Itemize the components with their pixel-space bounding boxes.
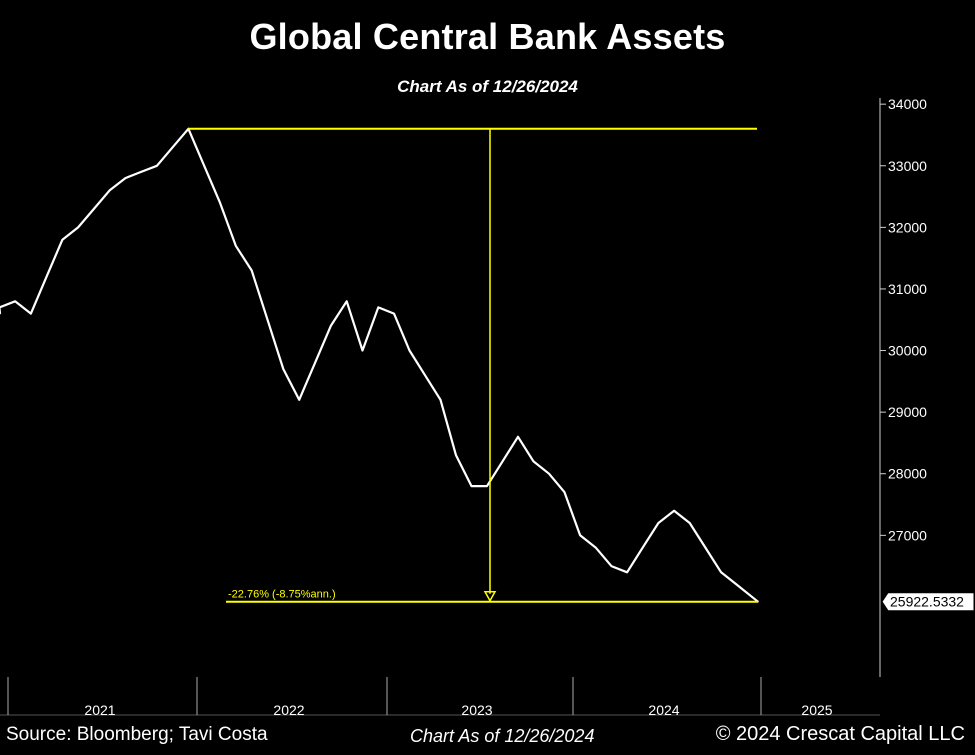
- data-point: [626, 571, 628, 574]
- data-point: [704, 546, 707, 549]
- data-point: [219, 201, 221, 204]
- data-point: [532, 460, 535, 463]
- data-point: [455, 454, 457, 457]
- data-point: [439, 399, 442, 401]
- x-tick-label: 2022: [273, 702, 304, 718]
- data-point: [517, 436, 519, 438]
- y-tick-label: 34000: [888, 96, 927, 112]
- chart-subtitle: Chart As of 12/26/2024: [397, 77, 578, 96]
- data-point: [641, 546, 644, 549]
- data-point: [330, 325, 332, 327]
- y-tick-label: 30000: [888, 343, 927, 359]
- data-point: [30, 312, 32, 315]
- y-tick-label: 32000: [888, 219, 927, 235]
- y-tick-label: 29000: [888, 404, 927, 420]
- x-tick-label: 2024: [648, 702, 679, 718]
- data-point: [657, 522, 660, 524]
- data-point: [673, 509, 675, 512]
- y-tick-label: 33000: [888, 158, 927, 174]
- x-tick-label: 2023: [461, 702, 492, 718]
- drawdown-arrow-head: [483, 590, 497, 603]
- data-point: [594, 546, 597, 549]
- copyright-note: © 2024 Crescat Capital LLC: [715, 723, 965, 745]
- data-point: [156, 165, 158, 167]
- data-point: [424, 374, 426, 377]
- data-point: [108, 189, 111, 192]
- data-point: [610, 565, 613, 567]
- data-point: [501, 460, 504, 463]
- data-point: [548, 472, 550, 475]
- data-point: [314, 362, 316, 364]
- data-point: [14, 300, 16, 303]
- x-tick-label: 2025: [801, 702, 832, 718]
- data-point: [266, 318, 269, 321]
- data-point: [470, 485, 473, 487]
- data-point: [235, 245, 237, 247]
- data-point: [345, 300, 348, 303]
- data-point: [124, 177, 127, 179]
- source-note: Source: Bloomberg; Tavi Costa: [6, 724, 268, 745]
- data-point: [486, 485, 488, 487]
- data-point: [45, 275, 48, 278]
- data-point: [361, 349, 364, 352]
- chart-title: Global Central Bank Assets: [249, 16, 726, 57]
- drawdown-label: -22.76% (-8.75%ann.): [228, 589, 336, 601]
- data-point: [282, 368, 285, 370]
- series-line: [0, 127, 759, 603]
- data-point: [171, 146, 174, 149]
- x-tick-label: 2021: [84, 702, 115, 718]
- data-point: [735, 583, 738, 586]
- as-of-note: Chart As of 12/26/2024: [410, 726, 595, 746]
- data-point: [579, 534, 581, 537]
- data-point: [377, 306, 380, 309]
- last-value-badge: [881, 592, 975, 612]
- data-point: [140, 171, 142, 173]
- data-point: [298, 399, 301, 401]
- y-tick-label: 28000: [888, 466, 927, 482]
- data-point: [0, 312, 1, 315]
- data-point: [77, 226, 79, 229]
- last-value-label: 25922.5332: [890, 594, 964, 610]
- data-point: [408, 349, 411, 352]
- data-point: [393, 312, 395, 315]
- y-tick-label: 27000: [888, 527, 927, 543]
- data-point: [203, 165, 205, 167]
- data-point: [563, 491, 566, 494]
- data-point: [61, 238, 64, 241]
- data-point: [93, 208, 95, 210]
- data-point: [720, 571, 722, 574]
- y-tick-label: 31000: [888, 281, 927, 297]
- data-point: [250, 269, 253, 272]
- data-point: [688, 522, 691, 524]
